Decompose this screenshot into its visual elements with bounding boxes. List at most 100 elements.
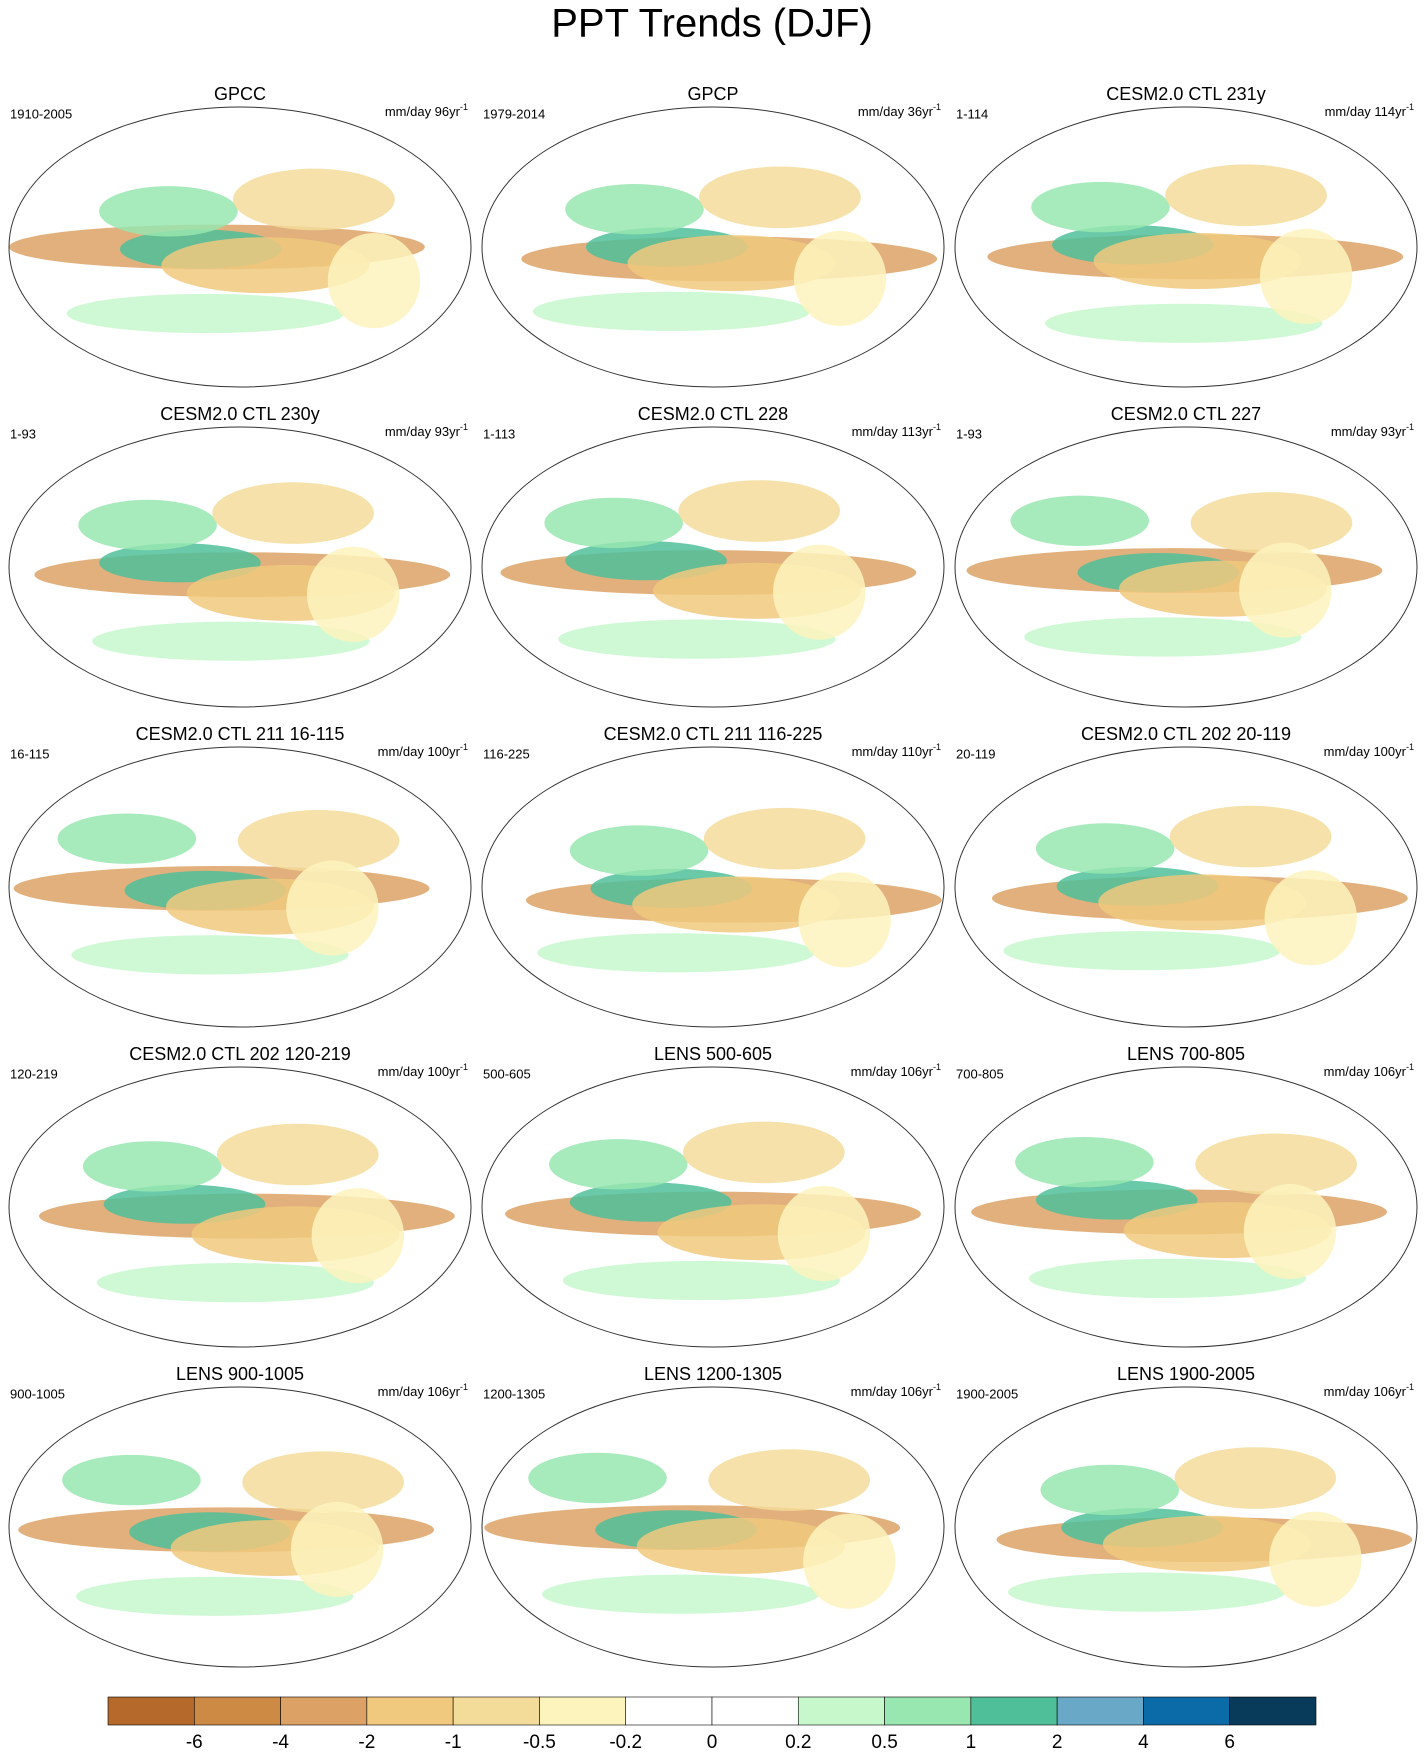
trend-pattern [703, 807, 866, 870]
colorbar-label: 0 [707, 1732, 718, 1753]
map-panel [482, 747, 944, 1027]
trend-pattern [1040, 1464, 1180, 1516]
map-panel [955, 747, 1417, 1027]
map-panel [482, 1387, 944, 1667]
trend-pattern [71, 935, 349, 975]
map-outline [481, 426, 945, 708]
panel-period: 1910-2005 [10, 106, 72, 121]
colorbar-label: -1 [445, 1732, 462, 1753]
colorbar-box [884, 1696, 972, 1726]
map-panel [9, 107, 471, 387]
trend-pattern [627, 235, 836, 292]
trend-pattern [161, 237, 370, 294]
panel-title: LENS 1200-1305 [644, 1364, 782, 1384]
trend-pattern [1169, 805, 1332, 868]
colorbar-label: -6 [186, 1732, 203, 1753]
trend-pattern [1031, 181, 1170, 233]
panel-period: 1900-2005 [956, 1386, 1018, 1401]
units-text: mm/day 110yr [852, 744, 934, 759]
map-outline [481, 1066, 945, 1348]
map-panel [955, 1067, 1417, 1347]
colorbar-label: 1 [966, 1732, 977, 1753]
panel-title: CESM2.0 CTL 202 120-219 [129, 1044, 350, 1064]
trend-pattern [75, 1576, 354, 1616]
trend-pattern [699, 166, 861, 229]
trend-pattern [1003, 931, 1281, 971]
trend-pattern [62, 1454, 201, 1506]
colorbar-box [797, 1696, 885, 1726]
trend-pattern [1035, 823, 1175, 874]
panel-units: mm/day 114yr-1 [1325, 102, 1414, 119]
figure-title: PPT Trends (DJF) [551, 2, 873, 46]
colorbar-box [1056, 1696, 1144, 1726]
colorbar-box [539, 1696, 627, 1726]
trend-pattern [1174, 1447, 1337, 1509]
trend-pattern [290, 1501, 384, 1597]
trend-pattern [1045, 303, 1323, 343]
map-panel [482, 1067, 944, 1347]
trend-pattern [1269, 1511, 1362, 1607]
units-text: mm/day 93yr [385, 424, 461, 439]
panel-units: mm/day 106yr-1 [1324, 1062, 1414, 1079]
panel-period: 16-115 [10, 746, 50, 761]
trend-pattern [528, 1452, 667, 1504]
map-panel [955, 427, 1417, 707]
trend-pattern [632, 876, 841, 933]
panel-units: mm/day 110yr-1 [852, 742, 941, 759]
trend-pattern [306, 546, 400, 642]
units-exponent: -1 [933, 422, 941, 432]
units-text: mm/day 100yr [1324, 744, 1407, 759]
colorbar-box [711, 1696, 799, 1726]
trend-pattern [773, 544, 866, 640]
panel-units: mm/day 113yr-1 [852, 422, 941, 439]
units-text: mm/day 96yr [385, 104, 461, 119]
units-exponent: -1 [933, 1382, 941, 1392]
map-panel [9, 747, 471, 1027]
trend-pattern [66, 293, 344, 334]
trend-pattern [99, 186, 238, 237]
trend-pattern [92, 621, 370, 661]
trend-pattern [1010, 495, 1150, 546]
colorbar-box [366, 1696, 454, 1726]
trend-pattern [544, 497, 683, 549]
map-outline [954, 426, 1418, 708]
colorbar-label: 0.5 [871, 1732, 897, 1753]
panel-period: 1200-1305 [483, 1386, 545, 1401]
panel-period: 1-93 [10, 426, 36, 441]
map-panel [9, 427, 471, 707]
panel-title: LENS 1900-2005 [1117, 1364, 1255, 1384]
units-text: mm/day 100yr [378, 744, 461, 759]
panel-title: LENS 900-1005 [176, 1364, 304, 1384]
units-exponent: -1 [1406, 1382, 1414, 1392]
trend-pattern [216, 1123, 379, 1186]
colorbar-label: 2 [1052, 1732, 1063, 1753]
panel-units: mm/day 100yr-1 [378, 1062, 468, 1079]
panel-period: 1-113 [483, 426, 515, 441]
units-exponent: -1 [1406, 742, 1414, 752]
units-text: mm/day 93yr [1331, 424, 1407, 439]
units-text: mm/day 100yr [378, 1064, 461, 1079]
trend-pattern [311, 1188, 405, 1284]
trend-pattern [82, 1141, 222, 1192]
map-outline [954, 1386, 1418, 1668]
map-panel [955, 107, 1417, 387]
units-text: mm/day 106yr [1324, 1064, 1407, 1079]
map-outline [954, 106, 1418, 388]
units-exponent: -1 [460, 1062, 468, 1072]
trend-pattern [708, 1449, 871, 1511]
colorbar-label: 4 [1138, 1732, 1149, 1753]
trend-pattern [682, 1121, 845, 1184]
panel-title: LENS 700-805 [1127, 1044, 1245, 1064]
panel-title: GPCP [687, 84, 738, 104]
panel-units: mm/day 93yr-1 [385, 422, 468, 439]
trend-pattern [233, 168, 395, 231]
trend-pattern [798, 872, 891, 968]
units-text: mm/day 106yr [851, 1064, 934, 1079]
panel-period: 900-1005 [10, 1386, 65, 1401]
colorbar-box [107, 1696, 195, 1726]
trend-pattern [1008, 1572, 1286, 1612]
trend-pattern [286, 860, 379, 956]
trend-pattern [1024, 617, 1302, 657]
units-text: mm/day 114yr [1325, 104, 1407, 119]
